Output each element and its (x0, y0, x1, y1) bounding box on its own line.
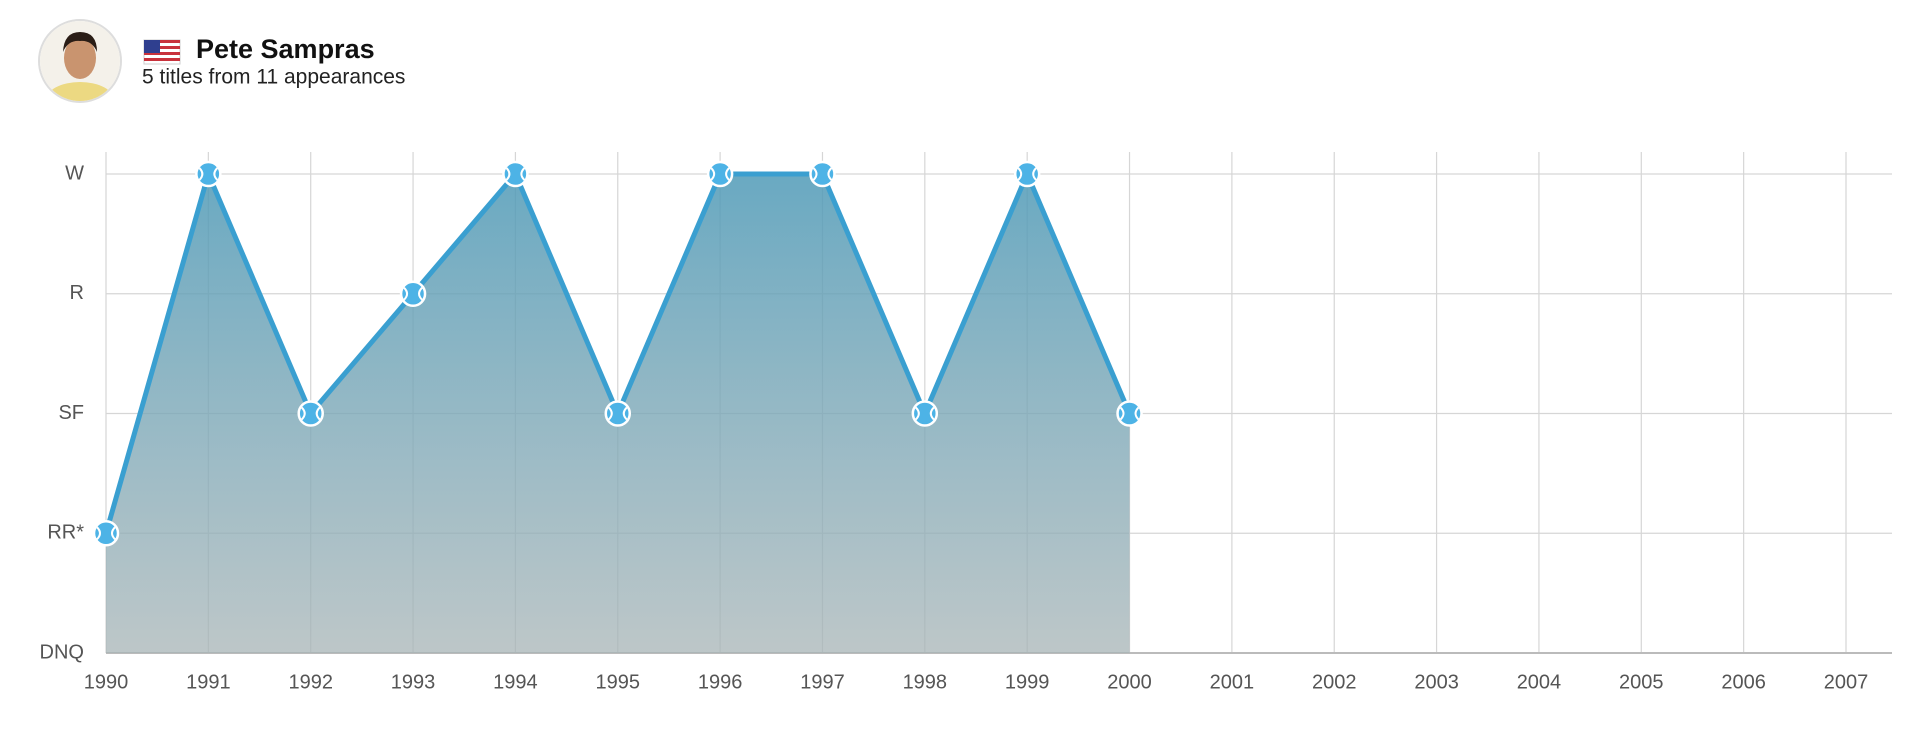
ball-seam (812, 167, 833, 181)
x-tick-label: 2001 (1210, 671, 1255, 693)
ball-seam (710, 167, 730, 181)
y-tick-label: DNQ (40, 641, 84, 663)
ball-seam (608, 406, 628, 421)
y-tick-label: RR* (47, 522, 84, 544)
marker (706, 160, 734, 188)
ball-seam (1119, 406, 1140, 421)
marker (809, 160, 836, 188)
x-tick-label: 1996 (698, 671, 743, 693)
x-tick-label: 1997 (800, 671, 845, 693)
marker (1013, 160, 1041, 188)
y-tick-label: R (70, 282, 84, 304)
ball-seam (505, 167, 526, 181)
x-tick-label: 1995 (596, 671, 641, 693)
y-tick-label: SF (58, 402, 84, 424)
subtitle: 5 titles from 11 appearances (142, 66, 405, 89)
marker (604, 400, 632, 427)
ball-seam (403, 287, 423, 301)
x-tick-label: 2000 (1107, 671, 1152, 693)
x-tick-label: 1999 (1005, 671, 1050, 693)
x-tick-label: 2006 (1721, 671, 1766, 693)
x-tick-label: 1991 (186, 671, 231, 693)
x-tick-label: 1993 (391, 671, 436, 693)
avatar (38, 19, 122, 103)
y-tick-label: W (65, 162, 84, 184)
player-name: Pete Sampras (196, 34, 375, 64)
marker (297, 400, 324, 427)
marker (399, 280, 427, 307)
ball-seam (1017, 167, 1037, 181)
x-tick-label: 1992 (288, 671, 333, 693)
ball-seam (198, 167, 219, 181)
x-tick-label: 1994 (493, 671, 538, 693)
marker (1116, 400, 1143, 427)
x-tick-label: 2002 (1312, 671, 1357, 693)
flag (143, 39, 181, 65)
ball-seam (915, 406, 935, 421)
marker (92, 520, 120, 547)
x-tick-label: 2003 (1414, 671, 1459, 693)
ball-seam (300, 406, 321, 421)
marker (911, 400, 939, 427)
x-tick-label: 2005 (1619, 671, 1664, 693)
ball-seam (96, 526, 116, 540)
x-tick-label: 1998 (903, 671, 948, 693)
x-tick-label: 2007 (1824, 671, 1869, 693)
x-tick-label: 2004 (1517, 671, 1562, 693)
marker (195, 160, 222, 188)
x-tick-label: 1990 (84, 671, 129, 693)
marker (502, 160, 529, 188)
